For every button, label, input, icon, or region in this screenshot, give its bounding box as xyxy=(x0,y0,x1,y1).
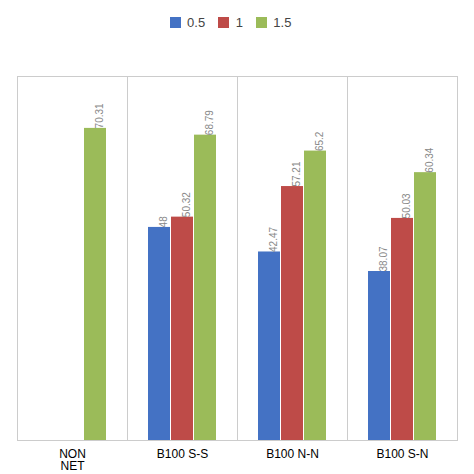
html-text:0.5: 0.5 xyxy=(187,15,206,30)
svg-text:68.79: 68.79 xyxy=(204,109,215,134)
html-text:1.5: 1.5 xyxy=(273,15,292,30)
svg-text:NONNET: NONNET xyxy=(59,447,86,473)
svg-text:B100 S-S: B100 S-S xyxy=(157,447,208,461)
svg-text:57.21: 57.21 xyxy=(291,161,302,186)
svg-text:42.47: 42.47 xyxy=(268,226,279,251)
svg-text:48: 48 xyxy=(158,215,169,227)
svg-text:B100 S-N: B100 S-N xyxy=(376,447,428,461)
html-text:1: 1 xyxy=(235,15,243,30)
svg-text:65.2: 65.2 xyxy=(314,131,325,151)
svg-text:50.03: 50.03 xyxy=(401,192,412,217)
svg-text:B100 N-N: B100 N-N xyxy=(266,447,319,461)
svg-text:50.32: 50.32 xyxy=(181,191,192,216)
svg-text:38.07: 38.07 xyxy=(378,246,389,271)
svg-text:60.34: 60.34 xyxy=(424,147,435,172)
svg-text:70.31: 70.31 xyxy=(94,102,105,127)
